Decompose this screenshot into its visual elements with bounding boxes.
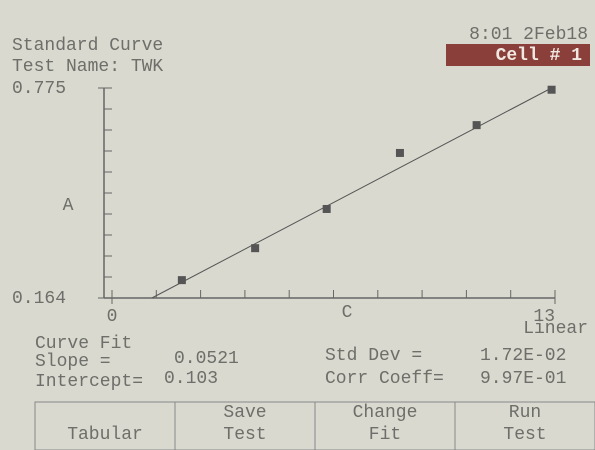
page: Standard Curve Test Name: TWK 8:01 2Feb1… (0, 0, 595, 450)
corr: 9.97E-01 (480, 369, 566, 389)
std-dev: 1.72E-02 (480, 346, 566, 366)
std-dev-label: Std Dev = (325, 346, 422, 366)
intercept-label: Intercept= (35, 372, 143, 392)
slope-label: Slope = (35, 352, 111, 372)
y-axis-label: A (63, 196, 74, 216)
screen-title: Standard Curve (12, 36, 163, 56)
screen: Standard Curve Test Name: TWK 8:01 2Feb1… (0, 0, 595, 450)
x-tick-label: 13 (533, 307, 555, 327)
intercept: 0.103 (164, 369, 218, 389)
y-tick-label: 0.164 (12, 289, 66, 309)
data-point (396, 149, 404, 157)
data-point (178, 276, 186, 284)
softkey-label[interactable]: Fit (369, 425, 401, 445)
slope: 0.0521 (174, 349, 239, 369)
y-tick-label: 0.775 (12, 79, 66, 99)
softkey-label[interactable]: Test (223, 425, 266, 445)
softkey-label[interactable]: Tabular (67, 425, 143, 445)
softkey-label[interactable]: Test (503, 425, 546, 445)
softkey-label[interactable]: Save (223, 403, 266, 423)
curve-fit-label: Curve Fit (35, 334, 132, 354)
data-point (473, 121, 481, 129)
test-name: Test Name: TWK (12, 57, 163, 77)
cell-label: Cell # 1 (496, 46, 583, 66)
x-axis-label: C (342, 303, 353, 323)
softkey-label[interactable]: Run (509, 403, 541, 423)
x-tick-label: 0 (107, 307, 118, 327)
softkey-label[interactable]: Change (353, 403, 418, 423)
datetime: 8:01 2Feb18 (469, 25, 588, 45)
data-point (548, 86, 556, 94)
data-point (251, 244, 259, 252)
data-point (323, 205, 331, 213)
corr-label: Corr Coeff= (325, 369, 444, 389)
